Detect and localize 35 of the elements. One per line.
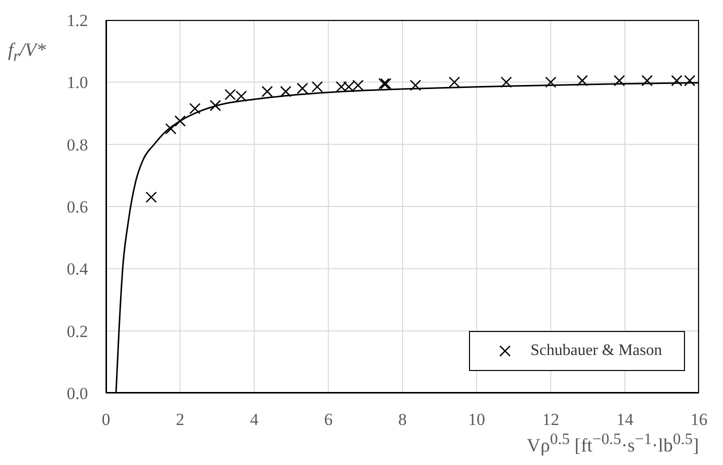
x-tick-label: 4 — [250, 410, 259, 430]
point — [641, 74, 653, 86]
x-tick-label: 12 — [542, 410, 560, 430]
x-tick-label: 16 — [690, 410, 708, 430]
point — [165, 123, 177, 134]
y-tick-label: 0.4 — [66, 260, 88, 279]
point — [312, 81, 323, 92]
point — [280, 86, 292, 98]
x-tick-label: 10 — [468, 410, 486, 430]
y-axis-title: f$_{r}$/V* — [8, 40, 46, 66]
y-tick-label: 0.2 — [66, 322, 88, 341]
point — [189, 102, 201, 114]
point — [146, 192, 157, 203]
x-tick-label: 14 — [616, 410, 634, 430]
legend-label: Schubauer & Mason — [530, 342, 662, 360]
point — [614, 74, 625, 86]
point — [296, 82, 308, 94]
y-tick-label: 0.6 — [66, 198, 88, 217]
x-tick-label: 6 — [324, 410, 333, 430]
x-tick-label: 2 — [176, 410, 184, 430]
point — [545, 76, 556, 88]
point — [262, 86, 273, 98]
y-tick-label: 1.0 — [66, 73, 88, 92]
point — [500, 76, 512, 88]
text: Vρ$^{0.5}$ [ft$^{−0.5}$·s$^{−1}$·lb$^{0.5}$] — [526, 431, 699, 456]
point — [174, 115, 186, 127]
x-tick-label: 8 — [398, 410, 407, 430]
point — [576, 74, 588, 86]
point — [410, 80, 422, 91]
y-tick-label: 0.0 — [66, 384, 88, 404]
point — [448, 76, 460, 88]
y-tick-label: 1.2 — [66, 11, 88, 30]
y-tick-label: 0.8 — [66, 135, 88, 154]
point — [210, 100, 221, 112]
x-tick-label: 0 — [102, 410, 110, 430]
